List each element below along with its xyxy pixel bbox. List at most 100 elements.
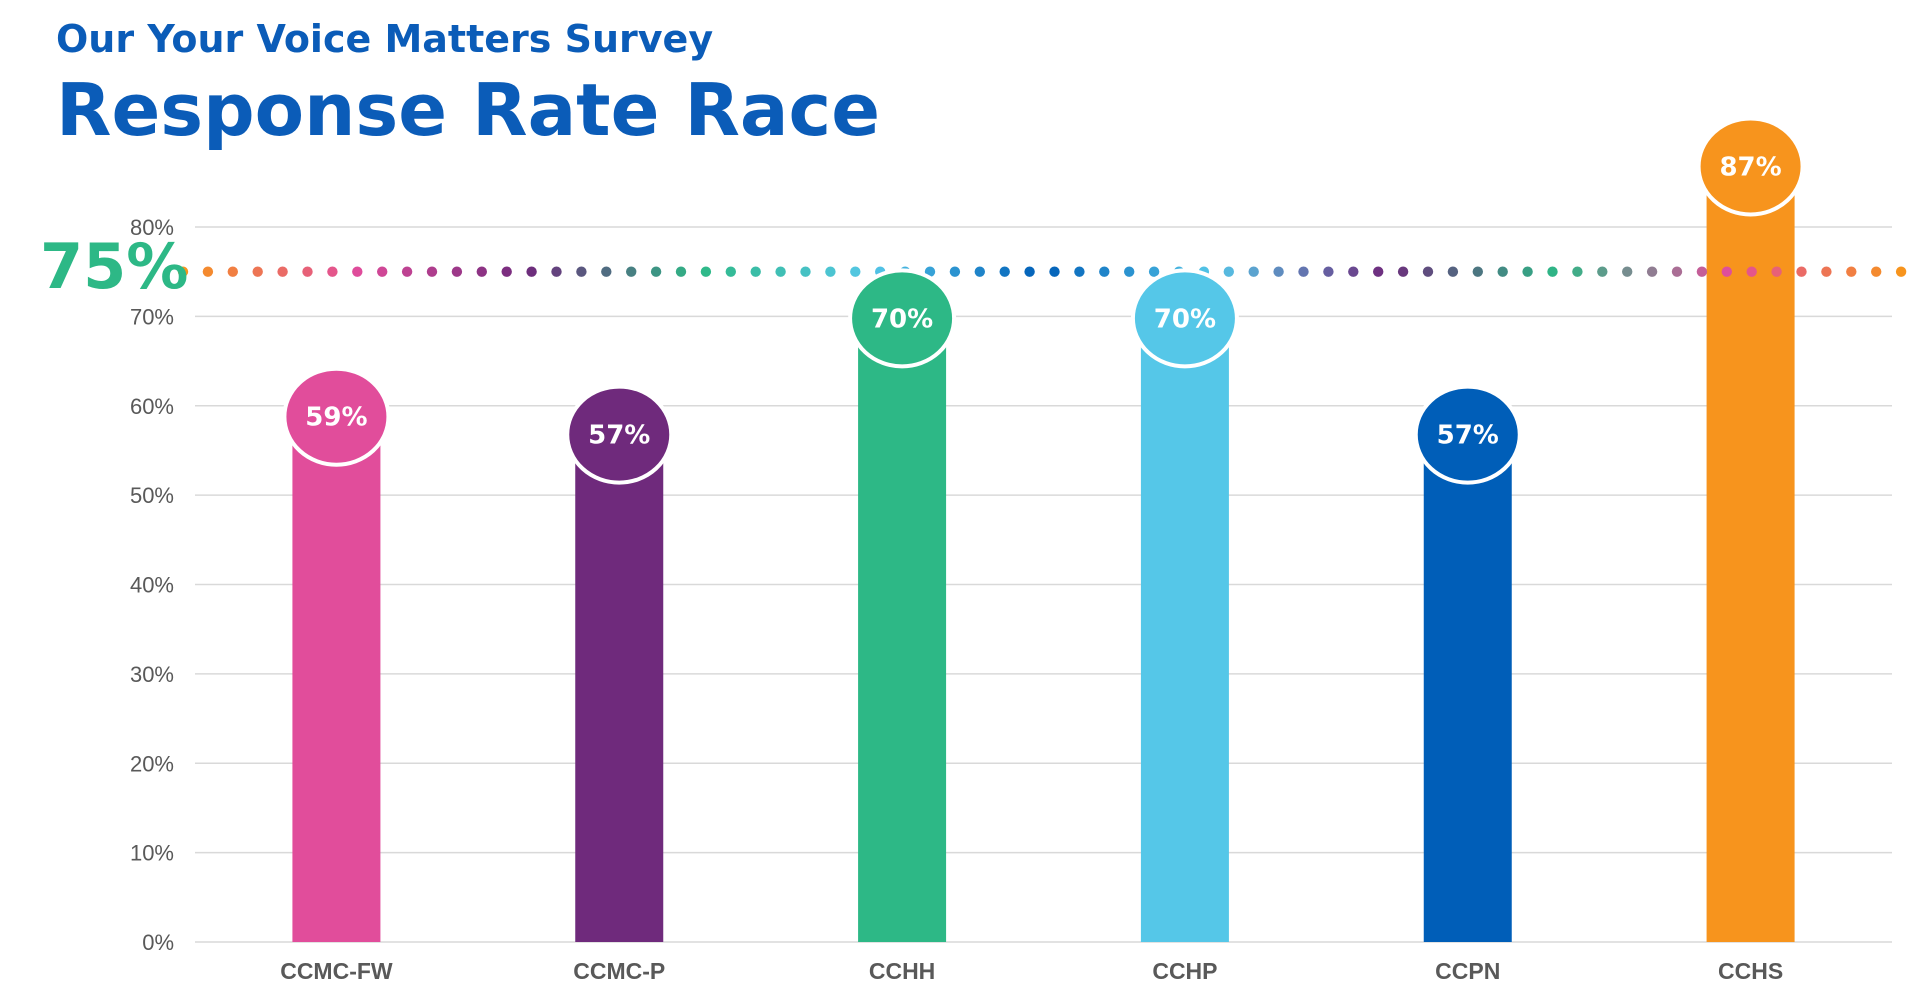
target-dot (1422, 266, 1434, 277)
target-dot (850, 266, 861, 277)
target-dot (1024, 266, 1035, 277)
x-axis-categories: CCMC-FW CCMC-P CCHH CCHP CCPN CCHS (280, 958, 1783, 984)
bar (1423, 432, 1512, 942)
target-dot (1796, 266, 1807, 277)
bar (1140, 316, 1229, 942)
target-dot (1846, 266, 1857, 277)
target-dot (1522, 266, 1533, 277)
bars (292, 164, 1795, 942)
target-dot (1746, 266, 1757, 277)
target-dot (1373, 266, 1384, 277)
target-dot (1696, 266, 1708, 277)
target-dot (1099, 266, 1110, 277)
target-dot (1821, 266, 1832, 277)
target-dot (1572, 266, 1583, 277)
target-dot (1597, 266, 1608, 277)
target-dot (377, 266, 388, 277)
target-label: 75% (40, 230, 188, 303)
y-tick-label: 20% (130, 751, 174, 776)
target-dot (1298, 266, 1309, 277)
y-tick-label: 10% (130, 841, 174, 866)
target-dot (650, 266, 662, 277)
target-dot (1646, 266, 1658, 277)
target-dot (352, 266, 363, 277)
target-dot (1895, 266, 1907, 277)
bar (575, 432, 664, 942)
bar (292, 414, 381, 942)
target-dot (1273, 266, 1284, 277)
target-dot (327, 266, 338, 277)
value-bubble (565, 384, 674, 485)
target-dot (1348, 266, 1359, 277)
target-dot (177, 266, 189, 277)
value-bubble (1413, 384, 1522, 485)
data-label: 59% (305, 403, 367, 433)
target-dot (999, 266, 1010, 277)
x-category-label: CCHS (1718, 958, 1783, 984)
value-bubble (1130, 268, 1239, 369)
target-dot (551, 266, 562, 277)
target-dot (1049, 266, 1060, 277)
target-dot (526, 266, 537, 277)
data-label: 87% (1719, 152, 1781, 182)
target-dot (252, 266, 263, 277)
y-tick-label: 60% (130, 394, 174, 419)
data-label: 70% (871, 304, 933, 334)
target-dot (227, 266, 238, 277)
target-dot (1547, 266, 1558, 277)
target-dot (1124, 266, 1135, 277)
target-dot (501, 266, 512, 277)
target-dot (1871, 266, 1882, 277)
target-dot (1497, 266, 1508, 277)
target-dot (1447, 266, 1459, 277)
value-bubble (1696, 116, 1805, 217)
x-category-label: CCPN (1435, 958, 1500, 984)
x-category-label: CCMC-P (573, 958, 665, 984)
target-dot (675, 266, 687, 277)
y-tick-label: 50% (130, 483, 174, 508)
data-label: 70% (1154, 304, 1216, 334)
value-bubble (282, 366, 391, 467)
target-dot (1248, 266, 1259, 277)
target-dot (1148, 266, 1160, 277)
bar (858, 316, 947, 942)
target-dot (1472, 266, 1484, 277)
target-dot (202, 266, 214, 277)
target-dot (302, 266, 313, 277)
data-label: 57% (1437, 421, 1499, 451)
target-dot (476, 266, 487, 277)
target-dot (750, 266, 761, 277)
target-dot (1721, 266, 1733, 277)
target-dot (825, 266, 836, 277)
x-category-label: CCHP (1152, 958, 1217, 984)
chart-subtitle: Our Your Voice Matters Survey (56, 17, 713, 61)
x-category-label: CCMC-FW (280, 958, 393, 984)
target-line (177, 266, 1907, 277)
target-dot (576, 266, 587, 277)
target-dot (725, 266, 736, 277)
target-dot (1323, 266, 1334, 277)
bar (1706, 164, 1795, 942)
target-dot (401, 266, 413, 277)
data-label: 57% (588, 421, 650, 451)
y-tick-label: 40% (130, 573, 174, 598)
y-tick-label: 0% (142, 930, 174, 955)
target-dot (626, 266, 637, 277)
target-dot (451, 266, 463, 277)
target-dot (1397, 266, 1409, 277)
y-axis-ticks: 0% 10% 20% 30% 40% 50% 60% 70% 80% (130, 215, 174, 955)
target-dot (426, 266, 438, 277)
target-dot (800, 266, 811, 277)
x-category-label: CCHH (869, 958, 935, 984)
target-dot (1671, 266, 1683, 277)
value-bubble (848, 268, 957, 369)
target-dot (277, 266, 288, 277)
chart-title: Response Rate Race (56, 68, 880, 152)
target-dot (949, 266, 961, 277)
target-dot (601, 266, 612, 277)
target-dot (1223, 266, 1235, 277)
target-dot (974, 266, 985, 277)
target-dot (1771, 266, 1782, 277)
